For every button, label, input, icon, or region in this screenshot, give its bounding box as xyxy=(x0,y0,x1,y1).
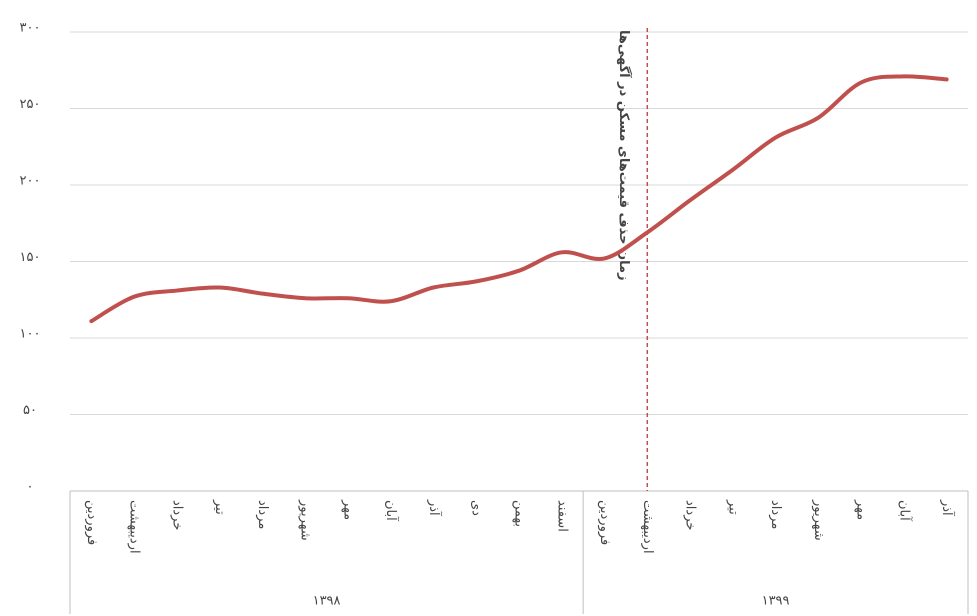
y-tick-label: ۱۵۰ xyxy=(20,250,41,265)
x-tick-label: آبان xyxy=(383,500,400,522)
x-tick-label: تیر xyxy=(725,499,740,515)
x-tick-label: بهمن xyxy=(512,500,527,527)
x-tick-label: تیر xyxy=(212,499,227,515)
x-tick-label: اسفند xyxy=(554,500,569,532)
y-tick-label: ۰ xyxy=(27,480,34,495)
y-tick-label: ۵۰ xyxy=(23,403,37,418)
x-tick-label: شهریور xyxy=(811,499,826,541)
x-tick-label: آذر xyxy=(939,499,956,517)
x-tick-label: دی xyxy=(469,500,484,516)
annotation-text: زمان حذف قیمت‌های مسکن در آگهی‌ها xyxy=(616,30,633,281)
line-series xyxy=(89,74,949,324)
x-tick-label: شهریور xyxy=(298,499,313,541)
x-tick-label: اردیبهشت xyxy=(640,500,655,554)
x-tick-label: خرداد xyxy=(169,500,184,530)
group-label: ۱۳۹۹ xyxy=(762,594,790,609)
x-tick-label: فروردین xyxy=(597,500,612,545)
x-tick-label: مهر xyxy=(340,499,355,520)
y-tick-label: ۲۰۰ xyxy=(20,174,41,189)
y-tick-label: ۳۰۰ xyxy=(20,21,41,36)
x-tick-label: مرداد xyxy=(255,500,270,529)
x-tick-label: آذر xyxy=(426,499,443,517)
x-tick-label: آبان xyxy=(896,500,913,522)
y-tick-label: ۱۰۰ xyxy=(20,327,41,342)
x-tick-label: اردیبهشت xyxy=(127,500,142,554)
y-tick-label: ۲۵۰ xyxy=(20,97,41,112)
group-label: ۱۳۹۸ xyxy=(313,594,341,609)
x-tick-label: خرداد xyxy=(683,500,698,530)
x-tick-label: مهر xyxy=(854,499,869,520)
x-tick-label: فروردین xyxy=(84,500,99,545)
x-tick-label: مرداد xyxy=(768,500,783,529)
